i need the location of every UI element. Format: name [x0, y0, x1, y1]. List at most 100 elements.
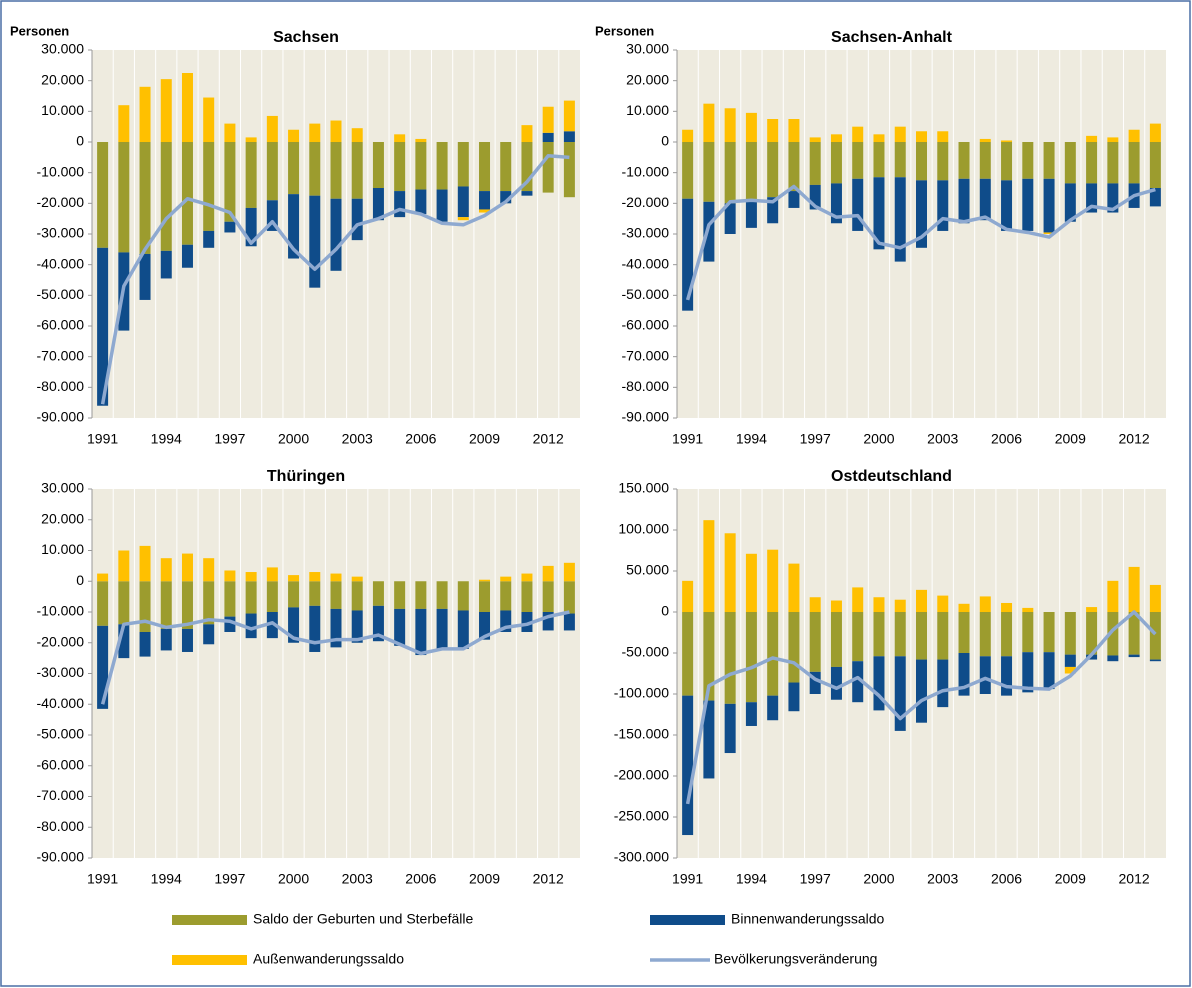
bar-segment	[852, 587, 864, 612]
bar-segment	[1128, 142, 1140, 184]
bar-segment	[309, 123, 321, 142]
y-tick-label: 150.000	[618, 480, 669, 496]
bar-segment	[703, 201, 715, 262]
bar-segment	[266, 612, 278, 639]
bar-segment	[682, 142, 694, 199]
bar-segment	[1043, 142, 1055, 179]
bar-segment	[415, 138, 427, 142]
y-tick-label: 20.000	[41, 510, 84, 526]
bar-segment	[767, 612, 779, 696]
bar-segment	[682, 198, 694, 311]
bar-segment	[894, 126, 906, 142]
bar-segment	[288, 194, 300, 259]
bar-segment	[245, 572, 257, 582]
line	[685, 610, 1157, 805]
bar-segment	[809, 137, 821, 142]
bar-segment	[1064, 666, 1076, 674]
bar-segment	[563, 581, 575, 614]
y-tick-label: -20.000	[37, 633, 85, 649]
x-tick-label: 2006	[991, 871, 1022, 887]
bar-segment	[542, 132, 554, 142]
bar-segment	[1107, 137, 1119, 142]
bar-segment	[852, 612, 864, 662]
bar-segment	[521, 191, 533, 196]
y-tick-label: -50.000	[622, 286, 670, 302]
y-tick-label: -150.000	[614, 726, 669, 742]
y-tick-label: -10.000	[37, 163, 85, 179]
bar-segment	[1086, 612, 1098, 655]
x-tick-label: 2003	[342, 871, 373, 887]
x-tick-label: 1994	[151, 871, 182, 887]
bar-segment	[809, 612, 821, 672]
bar-segment	[181, 581, 193, 629]
y-tick-label: -50.000	[37, 286, 85, 302]
bar-segment	[160, 581, 172, 629]
y-tick-label: -90.000	[37, 849, 85, 865]
bar-segment	[937, 131, 949, 142]
bar-segment	[1043, 652, 1055, 690]
x-tick-label: 2003	[927, 431, 958, 447]
bar-segment	[203, 624, 215, 645]
bar-segment	[521, 612, 533, 632]
legend-label: Bevölkerungsveränderung	[714, 951, 877, 967]
bar-segment	[542, 142, 554, 193]
bar-segment	[139, 545, 151, 582]
bar-segment	[224, 581, 236, 617]
y-tick-label: -60.000	[37, 317, 85, 333]
x-tick-label: 1991	[87, 871, 118, 887]
bar-segment	[767, 142, 779, 198]
bar-segment	[937, 595, 949, 612]
x-tick-label: 2009	[1055, 431, 1086, 447]
bar-segment	[1022, 142, 1034, 179]
bar-segment	[1128, 612, 1140, 655]
bar-segment	[1043, 232, 1055, 234]
bar-segment	[894, 656, 906, 731]
bar-segment	[372, 188, 384, 221]
x-tick-label: 2009	[469, 871, 500, 887]
y-tick-label: -40.000	[37, 695, 85, 711]
bar-segment	[682, 612, 694, 696]
y-tick-label: -20.000	[622, 194, 670, 210]
bar-segment	[745, 142, 757, 202]
bar-segment	[288, 142, 300, 195]
bar-segment	[500, 142, 512, 192]
bar-segment	[394, 191, 406, 218]
bar-segment	[1064, 183, 1076, 222]
bar-segment	[563, 142, 575, 198]
x-tick-label: 2012	[533, 871, 564, 887]
bar-segment	[809, 142, 821, 185]
bar-segment	[224, 142, 236, 222]
bar-segment	[139, 142, 151, 254]
y-tick-label: -10.000	[37, 603, 85, 619]
bar-segment	[1107, 142, 1119, 184]
bar-segment	[351, 576, 363, 582]
bar-segment	[788, 612, 800, 683]
bar-segment	[139, 631, 151, 657]
bar-segment	[479, 581, 491, 612]
y-tick-label: 10.000	[626, 102, 669, 118]
bar-segment	[309, 195, 321, 288]
bar-segment	[703, 612, 715, 701]
y-tick-label: -90.000	[37, 409, 85, 425]
bar-segment	[873, 177, 885, 250]
bar-segment	[521, 142, 533, 192]
y-tick-label: -40.000	[622, 255, 670, 271]
bar-segment	[830, 183, 842, 224]
bar-segment	[224, 570, 236, 582]
bar-segment	[1128, 129, 1140, 142]
x-tick-label: 1997	[800, 871, 831, 887]
y-tick-label: -30.000	[37, 664, 85, 680]
bar-segment	[852, 142, 864, 179]
bar-segment	[745, 702, 757, 726]
x-tick-label: 1994	[736, 871, 767, 887]
y-tick-label: 30.000	[626, 41, 669, 57]
y-tick-label: -10.000	[622, 163, 670, 179]
y-tick-label: -70.000	[37, 787, 85, 803]
y-tick-label: 10.000	[41, 541, 84, 557]
bar-segment	[1107, 580, 1119, 612]
panel-title: Sachsen-Anhalt	[831, 29, 953, 46]
bar-segment	[563, 613, 575, 631]
bar-segment	[979, 612, 991, 657]
bar-segment	[394, 142, 406, 192]
y-tick-label: 0	[661, 133, 669, 149]
